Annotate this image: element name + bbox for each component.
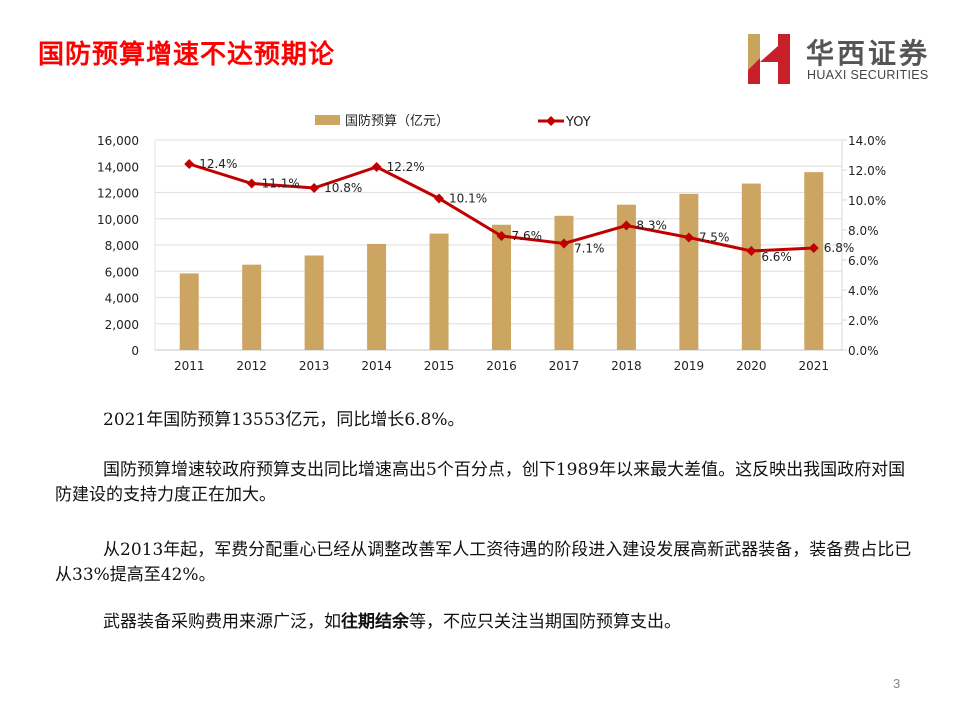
bar-2020 [741,183,761,350]
yoy-marker [621,220,632,231]
x-axis-tick: 2017 [549,359,580,373]
yoy-marker [683,232,694,243]
bar-2013 [304,255,324,350]
yoy-data-label: 11.1% [262,177,300,191]
right-axis-tick: 12.0% [848,164,886,178]
huaxi-logo: 华西证券 HUAXI SECURITIES [748,32,948,87]
x-axis-tick: 2018 [611,359,642,373]
yoy-data-label: 7.1% [574,242,605,256]
left-axis-tick: 12,000 [97,187,139,201]
page-number: 3 [893,676,901,691]
huaxi-logo-icon [748,34,790,84]
paragraph-1: 2021年国防预算13553亿元，同比增长6.8%。 [55,408,915,433]
legend-bar-label: 国防预算（亿元） [345,113,449,129]
paragraph-4-text-end: 等，不应只关注当期国防预算支出。 [409,612,681,632]
left-axis-tick: 10,000 [97,213,139,227]
yoy-data-label: 8.3% [636,219,667,233]
right-axis-tick: 0.0% [848,344,879,358]
left-axis-tick: 14,000 [97,160,139,174]
left-axis-tick: 6,000 [105,265,139,279]
bar-2016 [492,224,511,350]
paragraph-4: 武器装备采购费用来源广泛，如往期结余等，不应只关注当期国防预算支出。 [55,610,915,635]
bar-2014 [367,243,387,350]
yoy-data-label: 6.8% [824,241,855,255]
bar-2012 [242,264,262,350]
yoy-marker [371,162,382,172]
x-axis-tick: 2016 [486,359,517,373]
paragraph-2-text: 国防预算增速较政府预算支出同比增速高出5个百分点，创下1989年以来最大差值。这… [55,460,906,505]
paragraph-4-highlight: 往期结余 [341,612,409,632]
paragraph-1-text: 2021年国防预算13553亿元，同比增长6.8%。 [103,410,465,430]
x-axis-tick: 2019 [674,359,705,373]
x-axis-tick: 2012 [236,359,267,373]
x-axis-tick: 2015 [424,359,455,373]
yoy-marker [184,159,195,169]
bar-2015 [429,233,449,350]
yoy-marker [434,193,445,204]
yoy-data-label: 12.4% [199,157,237,171]
x-axis-tick: 2021 [798,359,829,373]
yoy-data-label: 12.2% [387,160,425,174]
logo-name-cn: 华西证券 [806,37,931,70]
x-axis-tick: 2020 [736,359,767,373]
bar-2021 [804,172,824,350]
chart-canvas: 0 2,000 4,000 6,000 8,000 10,000 12,000 14,000 1… [97,113,886,373]
paragraph-3: 从2013年起，军费分配重心已经从调整改善军人工资待遇的阶段进入建设发展高新武器… [55,538,915,588]
slide-title: 国防预算增速不达预期论 [38,40,336,70]
left-axis-tick: 0 [131,344,139,358]
yoy-marker [309,183,320,193]
bar-2011 [179,273,199,350]
yoy-data-label: 7.6% [512,229,543,243]
x-axis-tick: 2011 [174,359,205,373]
logo-name-en: HUAXI SECURITIES [807,68,929,82]
defense-budget-chart: 0 2,000 4,000 6,000 8,000 10,000 12,000 14,000 1… [0,100,959,390]
left-axis-tick: 4,000 [105,292,139,306]
bar-2019 [679,193,699,350]
x-axis-tick: 2014 [361,359,392,373]
right-axis-tick: 10.0% [848,194,886,208]
right-axis-tick: 6.0% [848,254,879,268]
yoy-data-label: 6.6% [761,250,792,264]
yoy-marker [558,238,569,249]
yoy-data-label: 7.5% [699,231,730,245]
yoy-data-label: 10.8% [324,181,362,195]
bar-2017 [554,215,574,350]
legend-bar-swatch [315,115,340,125]
yoy-marker [808,243,819,253]
paragraph-3-text: 从2013年起，军费分配重心已经从调整改善军人工资待遇的阶段进入建设发展高新武器… [55,540,912,585]
paragraph-2: 国防预算增速较政府预算支出同比增速高出5个百分点，创下1989年以来最大差值。这… [55,458,915,508]
left-axis-tick: 16,000 [97,134,139,148]
yoy-data-label: 10.1% [449,192,487,206]
yoy-marker [496,231,507,241]
left-axis-tick: 2,000 [105,318,139,332]
bar-2018 [616,204,636,350]
left-axis-tick: 8,000 [105,239,139,253]
yoy-marker [746,246,757,256]
right-axis-tick: 4.0% [848,284,879,298]
yoy-marker [246,178,257,189]
paragraph-4-text: 武器装备采购费用来源广泛，如 [103,612,341,632]
right-axis-tick: 14.0% [848,134,886,148]
right-axis-tick: 2.0% [848,314,879,328]
legend-line-label: YOY [565,115,591,130]
right-axis-tick: 8.0% [848,224,879,238]
x-axis-tick: 2013 [299,359,330,373]
